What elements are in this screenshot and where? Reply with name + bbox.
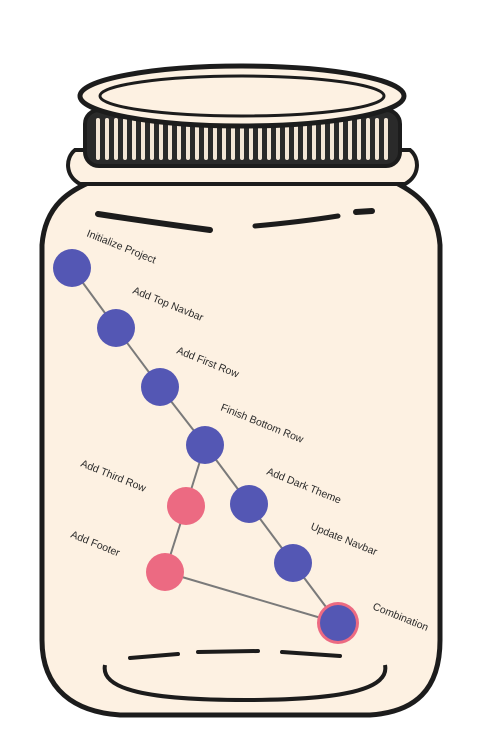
glass-highlight-left xyxy=(95,211,213,233)
lid-ridge xyxy=(114,118,118,160)
lid-top-inner xyxy=(98,74,386,118)
lid-ridge xyxy=(366,118,370,160)
jar-bottom-dash xyxy=(128,649,342,660)
lid-ridge xyxy=(294,118,298,160)
commit-node-c5[interactable] xyxy=(167,487,205,525)
lid-ridge xyxy=(258,118,262,160)
lid-ridge xyxy=(141,118,145,160)
commit-node-c8[interactable] xyxy=(274,544,312,582)
lid-ridge xyxy=(312,118,316,160)
lid-ridge xyxy=(105,118,109,160)
lid-ridge xyxy=(321,118,325,160)
lid-ridge xyxy=(339,118,343,160)
lid-ridge xyxy=(150,118,154,160)
lid-ridge xyxy=(384,118,388,160)
lid-ridge xyxy=(357,118,361,160)
commit-node-c7[interactable] xyxy=(146,553,184,591)
lid-ridges xyxy=(96,118,388,160)
commit-node-c6[interactable] xyxy=(230,485,268,523)
lid-ridge xyxy=(159,118,163,160)
lid-ridge xyxy=(285,118,289,160)
lid-ridge xyxy=(231,118,235,160)
jar-lid xyxy=(66,63,419,186)
lid-ridge xyxy=(204,118,208,160)
lid-ridge xyxy=(195,118,199,160)
lid-ridge xyxy=(240,118,244,160)
commit-node-c4[interactable] xyxy=(186,426,224,464)
lid-ridge xyxy=(186,118,190,160)
commit-node-c2[interactable] xyxy=(97,309,135,347)
lid-ridge xyxy=(177,118,181,160)
glass-highlight-dot xyxy=(353,208,375,215)
edge-c7-c9 xyxy=(164,571,339,624)
lid-ridge xyxy=(213,118,217,160)
jar-body xyxy=(39,177,443,718)
lid-ridge xyxy=(96,118,100,160)
lid-ridge xyxy=(303,118,307,160)
lid-ridge xyxy=(249,118,253,160)
commit-nodes xyxy=(53,249,359,644)
jar-bottom-ring xyxy=(102,664,388,703)
lid-ridge xyxy=(132,118,136,160)
lid-ridge xyxy=(168,118,172,160)
lid-ridge xyxy=(276,118,280,160)
commit-node-c1[interactable] xyxy=(53,249,91,287)
lid-ridge xyxy=(375,118,379,160)
commit-node-c9[interactable] xyxy=(320,605,356,641)
lid-ridge xyxy=(222,118,226,160)
glass-highlight-mid xyxy=(252,213,341,229)
lid-ridge xyxy=(330,118,334,160)
lid-ridge xyxy=(267,118,271,160)
lid-ridge xyxy=(123,118,127,160)
lid-ridge xyxy=(348,118,352,160)
commit-node-c3[interactable] xyxy=(141,368,179,406)
